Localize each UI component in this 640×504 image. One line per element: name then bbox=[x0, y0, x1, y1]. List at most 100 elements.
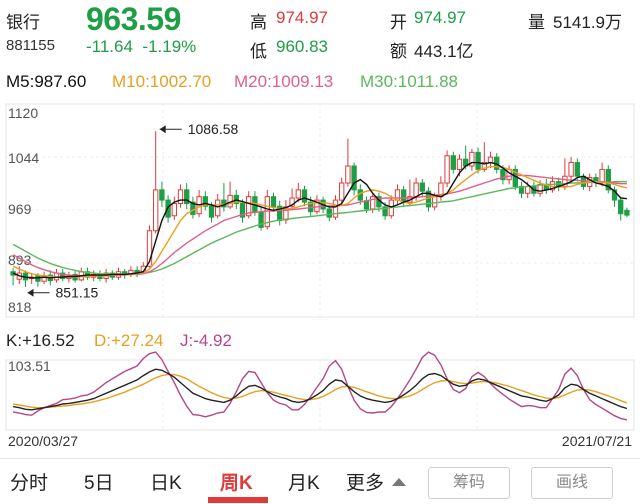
candle bbox=[128, 266, 134, 278]
volume-value: 5141.9万 bbox=[553, 13, 622, 32]
candle bbox=[444, 150, 450, 188]
active-tab-indicator bbox=[208, 497, 268, 503]
candle bbox=[270, 192, 277, 212]
y-axis-label: 969 bbox=[8, 201, 32, 217]
candle bbox=[289, 188, 295, 211]
candle bbox=[60, 268, 66, 282]
period-tabs: 分时 5日 日K 周K 月K 更多 筹码 画线 bbox=[0, 458, 640, 504]
kdj-k-line bbox=[12, 368, 628, 411]
candle bbox=[190, 196, 196, 219]
tab-daily-k[interactable]: 日K bbox=[150, 473, 182, 494]
y-axis-label: 818 bbox=[8, 299, 32, 315]
low-value: 960.83 bbox=[276, 37, 328, 56]
candle bbox=[351, 162, 357, 196]
candle bbox=[425, 187, 432, 212]
candle bbox=[618, 196, 624, 221]
kdj-d-line bbox=[12, 373, 628, 409]
change-value: -11.64 bbox=[86, 37, 133, 56]
index-code: 881155 bbox=[6, 37, 55, 54]
kdj-grid bbox=[5, 359, 635, 431]
index-name: 银行 bbox=[6, 13, 40, 32]
candle bbox=[568, 157, 574, 182]
kdj-top-label: 103.51 bbox=[8, 358, 51, 374]
amount-value: 443.1亿 bbox=[414, 42, 474, 61]
tab-more[interactable]: 更多 bbox=[346, 468, 407, 495]
quote-header: 银行 881155 963.59 -11.64 -1.19% 高 974.97 … bbox=[0, 0, 640, 62]
last-price: 963.59 bbox=[86, 1, 181, 37]
candle bbox=[295, 183, 301, 203]
candle bbox=[518, 181, 525, 199]
candle bbox=[593, 173, 599, 188]
main-y-axis: 1120 1044 969 893 818 bbox=[8, 105, 39, 315]
candle bbox=[78, 267, 84, 282]
candle bbox=[394, 184, 401, 205]
tab-monthly-k[interactable]: 月K bbox=[288, 473, 320, 494]
open-label: 开 bbox=[390, 13, 407, 32]
y-axis-label: 1120 bbox=[8, 105, 38, 121]
arrow-left-icon bbox=[159, 125, 166, 134]
kdj-k-label: K:+16.52 bbox=[6, 331, 75, 350]
high-value: 974.97 bbox=[276, 8, 328, 27]
ma-legend: M5:987.60 M10:1002.70 M20:1009.13 M30:10… bbox=[0, 72, 640, 98]
candles-layer bbox=[10, 131, 630, 287]
candle bbox=[239, 199, 246, 223]
amount-label: 额 bbox=[390, 42, 407, 61]
kdj-j-line bbox=[12, 351, 628, 421]
ma5-label: M5:987.60 bbox=[6, 72, 87, 91]
arrow-left-icon bbox=[27, 288, 34, 297]
draw-line-button[interactable]: 画线 bbox=[531, 467, 613, 499]
start-date: 2020/03/27 bbox=[8, 433, 78, 449]
candle bbox=[159, 181, 165, 207]
ma-lines-layer bbox=[12, 161, 628, 279]
ma10-label: M10:1002.70 bbox=[112, 72, 212, 91]
candle bbox=[246, 191, 252, 219]
low-label: 低 bbox=[250, 42, 267, 61]
open-value: 974.97 bbox=[414, 8, 466, 27]
candle bbox=[153, 131, 159, 234]
main-grid bbox=[5, 103, 635, 318]
candle bbox=[314, 195, 320, 215]
candle bbox=[475, 147, 481, 174]
candle bbox=[301, 185, 308, 207]
change-percent: -1.19% bbox=[142, 37, 197, 56]
candle bbox=[10, 268, 16, 286]
candle bbox=[407, 179, 413, 207]
candle bbox=[184, 183, 190, 209]
candle bbox=[469, 148, 475, 171]
high-label: 高 bbox=[250, 13, 267, 32]
candle bbox=[84, 267, 91, 280]
candle bbox=[134, 266, 140, 278]
candle bbox=[624, 207, 630, 218]
kline-chart[interactable]: 1120 1044 969 893 818 1086.58 851.15 103.51 2… bbox=[0, 0, 640, 458]
tab-intraday[interactable]: 分时 bbox=[10, 473, 49, 494]
tab-5day[interactable]: 5日 bbox=[84, 473, 114, 494]
candle bbox=[171, 196, 177, 220]
candle bbox=[177, 184, 184, 208]
candle bbox=[221, 183, 227, 212]
candle bbox=[53, 268, 60, 283]
y-axis-label: 1044 bbox=[8, 150, 39, 166]
extreme-markers: 1086.58 851.15 bbox=[27, 121, 239, 301]
high-marker-label: 1086.58 bbox=[188, 121, 239, 137]
candle bbox=[277, 200, 283, 226]
candle bbox=[605, 165, 611, 194]
chips-button[interactable]: 筹码 bbox=[428, 467, 510, 499]
ma30-label: M30:1011.88 bbox=[360, 72, 458, 91]
tab-weekly-k[interactable]: 周K bbox=[220, 473, 253, 494]
low-marker-label: 851.15 bbox=[56, 285, 99, 301]
candle bbox=[196, 189, 202, 218]
candle bbox=[202, 191, 208, 211]
end-date: 2021/07/21 bbox=[562, 433, 632, 449]
kdj-j-label: J:-4.92 bbox=[180, 331, 232, 350]
volume-label: 量 bbox=[528, 13, 545, 32]
tab-more-label: 更多 bbox=[346, 473, 385, 494]
y-axis-label: 893 bbox=[8, 252, 32, 268]
ma20-label: M20:1009.13 bbox=[234, 72, 334, 91]
candle bbox=[339, 177, 345, 205]
candle bbox=[450, 151, 456, 174]
candle bbox=[543, 178, 549, 194]
ma5-line bbox=[12, 161, 627, 279]
candle bbox=[227, 181, 233, 209]
candle bbox=[481, 142, 487, 173]
candle bbox=[283, 200, 289, 224]
